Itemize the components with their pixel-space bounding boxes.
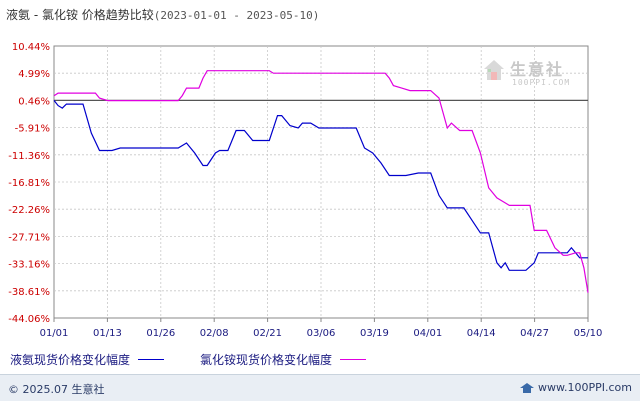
legend: 液氨现货价格变化幅度 氯化铵现货价格变化幅度 xyxy=(0,351,640,369)
chart-title-range: (2023-01-01 - 2023-05-10) xyxy=(153,9,320,22)
y-tick-label: 4.99% xyxy=(18,69,50,80)
legend-label-series-2: 氯化铵现货价格变化幅度 xyxy=(200,353,333,367)
x-tick-label: 01/26 xyxy=(146,328,175,339)
legend-item-series-2: 氯化铵现货价格变化幅度 xyxy=(200,351,367,368)
x-tick-label: 03/06 xyxy=(307,328,336,339)
y-tick-label: -38.61% xyxy=(8,287,50,298)
legend-swatch-series-1 xyxy=(138,359,165,360)
y-tick-label: 10.44% xyxy=(12,42,50,53)
y-tick-label: -16.81% xyxy=(8,178,50,189)
watermark: 生意社 100PPI.COM xyxy=(480,56,590,90)
footer-site-url: www.100PPI.com xyxy=(538,381,632,394)
site-logo-icon xyxy=(520,382,535,393)
series-line-2 xyxy=(53,70,589,293)
legend-swatch-series-2 xyxy=(340,359,367,360)
watermark-text: 生意社 xyxy=(510,60,565,79)
y-tick-label: -27.71% xyxy=(8,232,50,243)
x-tick-label: 02/08 xyxy=(200,328,229,339)
y-tick-label: -44.06% xyxy=(8,314,50,325)
watermark-url: 100PPI.COM xyxy=(512,78,571,87)
x-tick-label: 05/10 xyxy=(574,328,603,339)
footer: © 2025.07 生意社 www.100PPI.com xyxy=(0,374,640,401)
y-tick-label: 0.46% xyxy=(18,96,50,107)
x-tick-label: 04/27 xyxy=(520,328,549,339)
legend-label-series-1: 液氨现货价格变化幅度 xyxy=(10,353,131,367)
x-tick-label: 01/01 xyxy=(40,328,69,339)
x-tick-label: 02/21 xyxy=(253,328,282,339)
y-tick-label: -22.26% xyxy=(8,205,50,216)
house-logo-icon xyxy=(484,60,504,80)
y-tick-label: -5.91% xyxy=(15,124,50,135)
chart-title-main: 液氨 - 氯化铵 价格趋势比较 xyxy=(6,8,154,22)
footer-copyright: © 2025.07 生意社 xyxy=(8,383,105,396)
legend-item-series-1: 液氨现货价格变化幅度 xyxy=(10,351,165,368)
footer-site[interactable]: www.100PPI.com xyxy=(520,381,632,394)
y-tick-label: -11.36% xyxy=(8,151,50,162)
series-line-1 xyxy=(53,100,588,271)
x-tick-label: 03/19 xyxy=(360,328,389,339)
x-tick-label: 04/01 xyxy=(413,328,442,339)
x-tick-label: 04/14 xyxy=(467,328,496,339)
y-tick-label: -33.16% xyxy=(8,260,50,271)
x-tick-label: 01/13 xyxy=(93,328,122,339)
chart-title: 液氨 - 氯化铵 价格趋势比较(2023-01-01 - 2023-05-10) xyxy=(6,6,319,23)
